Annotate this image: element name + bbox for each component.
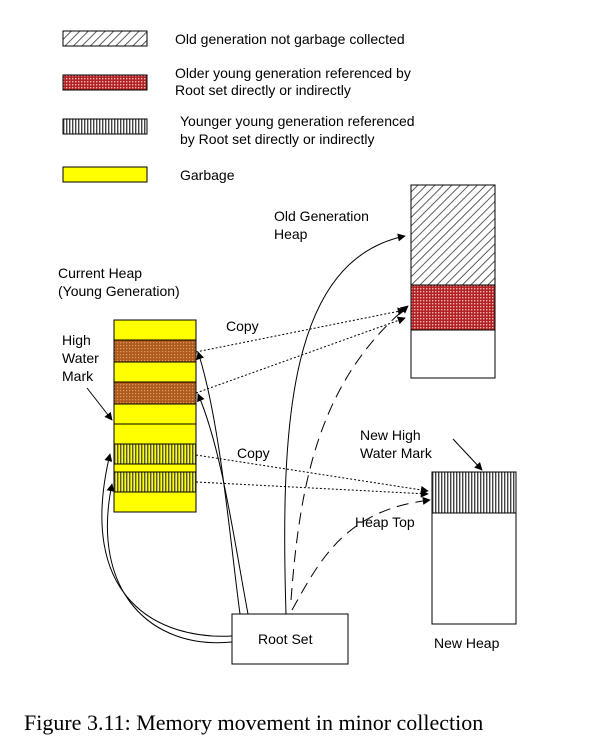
- root-set-label: Root Set: [258, 631, 313, 647]
- copy-arrow-lower-2: [195, 481, 429, 498]
- old-heap-label-2: Heap: [274, 226, 308, 242]
- root-set-box: [231, 613, 349, 665]
- current-heap-label-2: (Young Generation): [58, 283, 180, 299]
- old-generation-heap: [410, 184, 496, 379]
- root-to-old-heap-curve: [284, 233, 406, 615]
- root-to-heap-curve-4: [197, 393, 249, 615]
- root-to-heap-curve-2: [106, 483, 233, 644]
- hwm-label-3: Mark: [62, 368, 94, 384]
- new-heap-label: New Heap: [434, 635, 500, 651]
- copy-label-upper: Copy: [226, 318, 259, 334]
- new-hwm-label-2: Water Mark: [360, 445, 433, 461]
- legend-label-older-young-1: Older young generation referenced by: [175, 65, 411, 81]
- legend-swatch-old: [62, 30, 148, 47]
- current-heap-label-1: Current Heap: [58, 265, 142, 281]
- heap-top-label: Heap Top: [355, 514, 415, 530]
- hwm-label-1: High: [62, 332, 91, 348]
- hwm-label-2: Water: [62, 350, 99, 366]
- copy-arrow-upper-1: [195, 307, 406, 353]
- figure-caption: Figure 3.11: Memory movement in minor co…: [24, 710, 483, 735]
- legend-label-old: Old generation not garbage collected: [175, 31, 405, 47]
- copy-label-lower: Copy: [237, 445, 270, 461]
- old-heap-label-1: Old Generation: [274, 208, 369, 224]
- current-heap: [113, 319, 197, 513]
- legend-swatch-garbage: [62, 166, 148, 183]
- root-to-old-dashed: [290, 305, 409, 601]
- new-hwm-label-1: New High: [360, 427, 421, 443]
- legend-label-younger-young-2: by Root set directly or indirectly: [180, 131, 375, 147]
- new-heap: [431, 471, 517, 625]
- legend-swatch-older-young: [62, 74, 148, 91]
- root-to-new-dashed: [291, 496, 431, 611]
- legend-swatch-younger-young: [62, 118, 148, 135]
- root-to-heap-curve-1: [101, 453, 233, 637]
- copy-arrow-upper-2: [195, 316, 406, 394]
- legend-label-younger-young-1: Younger young generation referenced: [180, 113, 415, 129]
- root-to-heap-curve-3: [196, 351, 241, 615]
- copy-arrow-lower-1: [195, 454, 429, 494]
- new-hwm-arrow: [452, 438, 483, 471]
- legend-label-older-young-2: Root set directly or indirectly: [175, 82, 351, 98]
- legend-label-garbage: Garbage: [180, 167, 235, 183]
- hwm-arrow: [86, 387, 113, 421]
